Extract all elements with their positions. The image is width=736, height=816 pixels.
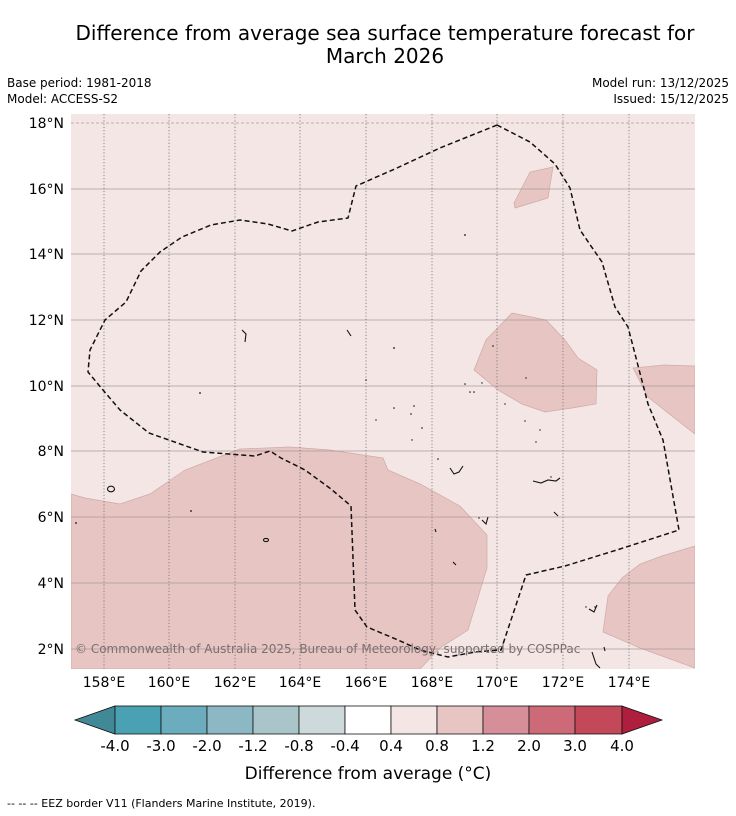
meta-right: Model run: 13/12/2025 Issued: 15/12/2025 <box>592 75 729 107</box>
lon-label: 170°E <box>476 675 519 691</box>
colorbar-segment <box>206 705 254 735</box>
colorbar-label: 0.4 <box>379 737 403 755</box>
anomaly-region-east <box>632 364 695 435</box>
colorbar-label: -3.0 <box>146 737 175 755</box>
colorbar-segment <box>390 705 438 735</box>
colorbar-label: -2.0 <box>192 737 221 755</box>
colorbar-label: -0.4 <box>330 737 359 755</box>
anomaly-region-southeast <box>602 545 695 669</box>
lat-label: 2°N <box>38 642 64 658</box>
colorbar-label: 3.0 <box>563 737 587 755</box>
title-line-1: Difference from average sea surface temp… <box>75 21 695 45</box>
lat-label: 4°N <box>38 576 64 592</box>
title-line-2: March 2026 <box>325 44 445 68</box>
lon-label: 174°E <box>608 675 651 691</box>
colorbar-label: -0.8 <box>284 737 313 755</box>
longitude-labels: 158°E 160°E 162°E 164°E 166°E 168°E 170°… <box>83 675 651 691</box>
lon-label: 172°E <box>542 675 585 691</box>
lat-label: 8°N <box>38 444 64 460</box>
colorbar <box>73 705 664 735</box>
colorbar-segment <box>574 705 623 735</box>
colorbar-segment <box>528 705 576 735</box>
lon-label: 168°E <box>411 675 454 691</box>
colorbar-label: 4.0 <box>610 737 634 755</box>
lat-label: 12°N <box>29 313 64 329</box>
lat-label: 6°N <box>38 510 64 526</box>
colorbar-segment <box>160 705 208 735</box>
issued-date: Issued: 15/12/2025 <box>613 92 729 106</box>
colorbar-label: -4.0 <box>100 737 129 755</box>
lon-label: 162°E <box>214 675 257 691</box>
copyright-notice: © Commonwealth of Australia 2025, Bureau… <box>75 642 580 656</box>
meta-left: Base period: 1981-2018 Model: ACCESS-S2 <box>7 75 152 107</box>
lat-label: 16°N <box>29 182 64 198</box>
colorbar-label: 0.8 <box>425 737 449 755</box>
graticule <box>71 114 695 669</box>
lon-label: 164°E <box>279 675 322 691</box>
lat-label: 14°N <box>29 247 64 263</box>
colorbar-segment <box>344 705 392 735</box>
eez-border <box>87 124 680 658</box>
colorbar-extend-low <box>73 705 116 735</box>
lat-label: 18°N <box>29 116 64 132</box>
colorbar-title: Difference from average (°C) <box>244 764 492 784</box>
lat-label: 10°N <box>29 379 64 395</box>
base-period: Base period: 1981-2018 <box>7 76 152 90</box>
anomaly-region-north <box>513 166 554 209</box>
small-islets <box>75 234 596 608</box>
lon-label: 158°E <box>83 675 126 691</box>
lon-label: 160°E <box>148 675 191 691</box>
anomaly-region-south <box>71 446 488 669</box>
model-name: Model: ACCESS-S2 <box>7 92 119 106</box>
colorbar-label: 1.2 <box>471 737 495 755</box>
colorbar-label: 2.0 <box>517 737 541 755</box>
colorbar-segment <box>114 705 162 735</box>
colorbar-segment <box>252 705 300 735</box>
colorbar-segment <box>482 705 530 735</box>
colorbar-label: -1.2 <box>238 737 267 755</box>
colorbar-segment <box>298 705 346 735</box>
colorbar-segment <box>436 705 484 735</box>
anomaly-region-center <box>473 312 598 413</box>
latitude-labels: 18°N 16°N 14°N 12°N 10°N 8°N 6°N 4°N 2°N <box>29 116 64 658</box>
model-run: Model run: 13/12/2025 <box>591 76 729 90</box>
colorbar-extend-high <box>621 705 664 735</box>
eez-footnote: -- -- -- EEZ border V11 (Flanders Marine… <box>7 797 316 810</box>
map-title: Difference from average sea surface temp… <box>40 22 730 68</box>
colorbar-labels: -4.0 -3.0 -2.0 -1.2 -0.8 -0.4 0.4 0.8 1.… <box>100 737 634 755</box>
islands <box>106 329 606 669</box>
lon-label: 166°E <box>345 675 388 691</box>
